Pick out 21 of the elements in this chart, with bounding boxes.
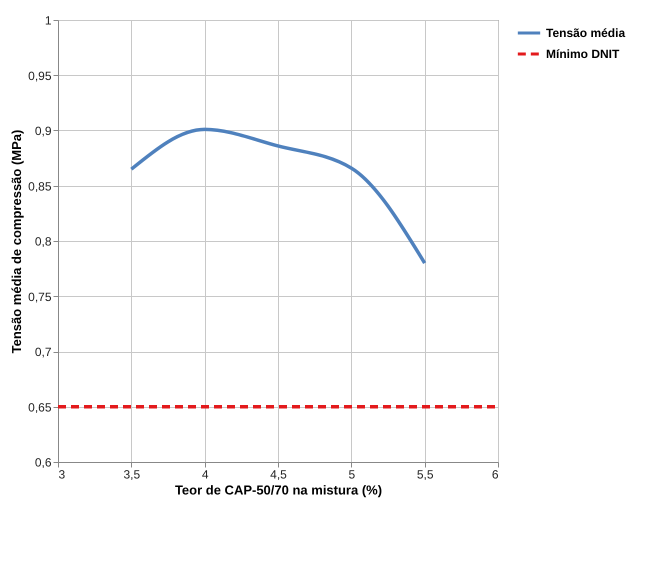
y-tick-label: 0,7	[34, 345, 52, 359]
x-tick-label: 5,5	[416, 468, 434, 482]
y-tick-label: 1	[44, 14, 52, 28]
y-tick-label: 0,6	[34, 456, 52, 470]
x-axis-title: Teor de CAP-50/70 na mistura (%)	[174, 482, 382, 498]
legend-label: Tensão média	[546, 26, 626, 40]
y-tick-label: 0,85	[28, 179, 52, 194]
x-tick-label: 4,5	[270, 468, 288, 482]
y-axis-title: Tensão média de compressão (MPa)	[9, 130, 24, 354]
y-tick-label: 0,95	[28, 68, 52, 83]
y-tick-label: 0,75	[28, 290, 52, 304]
line-series	[130, 128, 426, 265]
x-tick-label: 4	[202, 468, 209, 482]
y-tick-label: 0,9	[34, 124, 52, 138]
legend-label: Mínimo DNIT	[546, 47, 620, 61]
y-tick-label: 0,65	[28, 400, 52, 414]
y-tick-label: 0,8	[34, 234, 52, 248]
x-tick-label: 5	[348, 468, 356, 482]
x-tick-label: 6	[492, 468, 499, 482]
x-tick-label: 3,5	[123, 468, 140, 482]
x-tick-label: 3	[58, 468, 66, 482]
